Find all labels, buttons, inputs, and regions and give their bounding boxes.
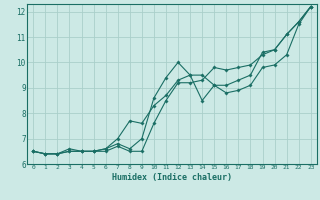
X-axis label: Humidex (Indice chaleur): Humidex (Indice chaleur)	[112, 173, 232, 182]
